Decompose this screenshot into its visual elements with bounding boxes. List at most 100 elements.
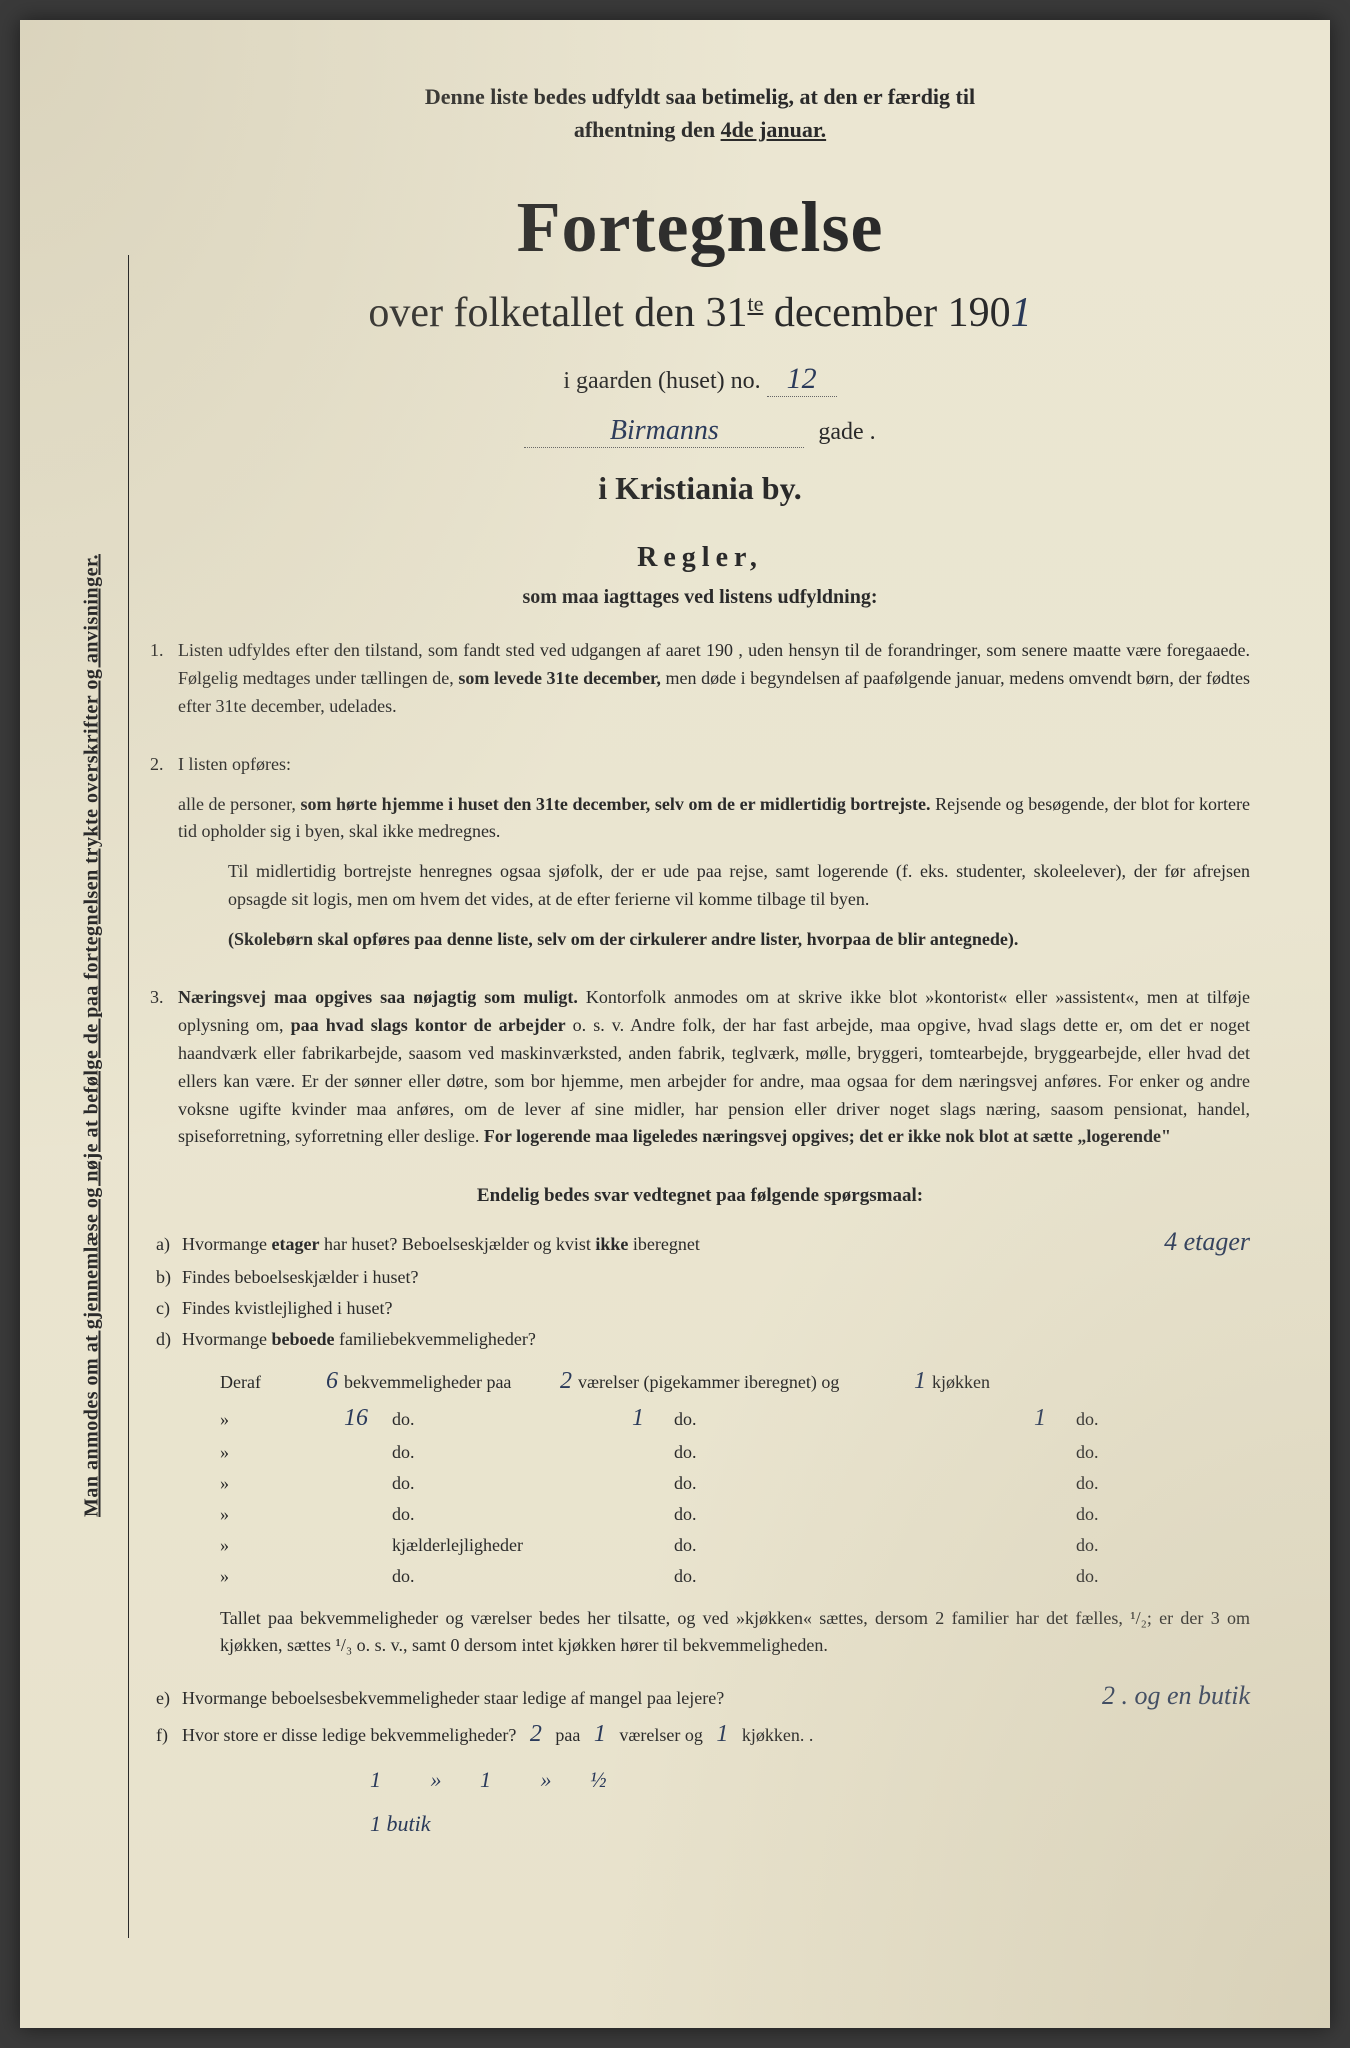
question-a: a) Hvormange etager har huset? Beboelses… [150,1227,1250,1257]
qf-m1: paa [555,1725,580,1745]
rule-2-p2: Til midlertidig bortrejste henregnes ogs… [228,858,1250,914]
qe-label: e) [150,1688,182,1709]
dr-c2: do. [392,1504,602,1525]
rule-3-e: For logerende maa ligeledes næringsvej o… [484,1126,1171,1146]
qa-t3: iberegnet [628,1234,699,1254]
dr-c4: do. [674,1504,1004,1525]
tallet-note: Tallet paa bekvemmeligheder og værelser … [220,1605,1250,1659]
subtitle-sup: te [747,291,763,316]
deraf-table: Deraf 6 bekvemmeligheder paa 2 værelser … [220,1368,1250,1587]
bottom-line1: 1 » 1 » ½ [370,1758,1250,1802]
rule-3: 3. Næringsvej maa opgives saa nøjagtig s… [150,984,1250,1163]
dr-c2: do. [392,1566,602,1587]
dr-c2: do. [392,1409,602,1430]
qd-tb: beboede [271,1329,334,1349]
main-title: Fortegnelse [150,186,1250,269]
dr-c1: » [220,1566,320,1587]
qe-text: Hvormange beboelsesbekvemmeligheder staa… [182,1688,1082,1709]
dr-c1: » [220,1504,320,1525]
dr-hw3: 1 [1010,1405,1070,1432]
qa-answer-hw: 4 etager [1164,1227,1250,1257]
qf-label: f) [150,1725,182,1746]
dr-c4: do. [674,1473,1004,1494]
question-c: c) Findes kvistlejlighed i huset? [150,1298,1250,1319]
bottom-handwriting: 1 » 1 » ½ 1 butik [370,1758,1250,1846]
qc-label: c) [150,1298,182,1319]
qf-m3: kjøkken. . [742,1725,814,1745]
dr-c2: do. [392,1442,602,1463]
qf-hw2: 1 [594,1721,606,1747]
top-note: Denne liste bedes udfyldt saa betimelig,… [150,80,1250,146]
dr-c4: do. [674,1409,1004,1430]
top-note-date: 4de januar. [721,117,827,142]
dr-c4: do. [674,1535,1004,1556]
qd-t2: familiebekvemmeligheder? [334,1329,535,1349]
bottom-line2: 1 butik [370,1802,1250,1846]
rule-2: 2. I listen opføres: alle de personer, s… [150,751,1250,966]
rule-3-num: 3. [150,984,178,1163]
dr-c6: do. [1076,1409,1196,1430]
dr-c6: do. [1076,1535,1196,1556]
qa-t1: Hvormange [182,1234,271,1254]
house-number-line: i gaarden (huset) no. 12 [150,362,1250,397]
qa-label: a) [150,1234,182,1255]
dh-c1: Deraf [220,1372,320,1393]
rule-2-p3: (Skolebørn skal opføres paa denne liste,… [228,926,1250,954]
endelig-heading: Endelig bedes svar vedtegnet paa følgend… [150,1185,1250,1207]
gaarden-label: i gaarden (huset) no. [563,368,760,394]
rule-1-b: som levede 31te december, [458,668,661,688]
dr-c4: do. [674,1566,1004,1587]
deraf-header: Deraf 6 bekvemmeligheder paa 2 værelser … [220,1368,1250,1395]
rule-2-intro: I listen opføres: [178,751,1250,779]
rule-1: 1. Listen udfyldes efter den tilstand, s… [150,637,1250,733]
rules-heading: Regler, [150,542,1250,574]
dh-c2: bekvemmeligheder paa [344,1372,554,1393]
qf-t1: Hvor store er disse ledige bekvemmelighe… [182,1725,516,1745]
dr-c6: do. [1076,1473,1196,1494]
top-note-line2a: afhentning den [574,117,721,142]
subtitle-pre: over folketallet den 31 [368,290,747,336]
deraf-row: » kjælderlejligheder do. do. [220,1535,1250,1556]
dr-c1: » [220,1409,320,1430]
qd-t1: Hvormange [182,1329,271,1349]
question-e: e) Hvormange beboelsesbekvemmeligheder s… [150,1681,1250,1711]
dh-c6: kjøkken [932,1372,1052,1393]
dr-c1: » [220,1473,320,1494]
dr-c1: » [220,1535,320,1556]
rule-3-a: Næringsvej maa opgives saa nøjagtig som … [178,987,578,1007]
sidebar-rule [128,255,129,1938]
qd-label: d) [150,1329,182,1350]
street-line: Birmanns gade . [150,415,1250,448]
qa-tb2: ikke [595,1234,628,1254]
qf-m2: værelser og [619,1725,702,1745]
qc-text: Findes kvistlejlighed i huset? [182,1298,1250,1319]
subtitle-post: december 190 [763,290,1010,336]
dh-hw3: 1 [914,1368,926,1395]
dr-c6: do. [1076,1442,1196,1463]
sidebar-instruction: Man anmodes om at gjennemlæse og nøje at… [81,554,104,1517]
deraf-row: » do. do. do. [220,1566,1250,1587]
subtitle: over folketallet den 31te december 1901 [150,289,1250,337]
question-f: f) Hvor store er disse ledige bekvemmeli… [150,1721,1250,1748]
dr-c6: do. [1076,1504,1196,1525]
rule-3-c: paa hvad slags kontor de arbejder [291,1015,566,1035]
question-b: b) Findes beboelseskjælder i huset? [150,1267,1250,1288]
qf-hw3: 1 [716,1721,728,1747]
deraf-row: » do. do. do. [220,1504,1250,1525]
dr-c6: do. [1076,1566,1196,1587]
qe-answer-hw: 2 . og en butik [1102,1681,1250,1711]
rule-1-num: 1. [150,637,178,733]
qa-t2: har huset? Beboelseskjælder og kvist [319,1234,595,1254]
dh-hw2: 2 [560,1368,572,1395]
qf-hw1: 2 [530,1721,542,1747]
qb-text: Findes beboelseskjælder i huset? [182,1267,1250,1288]
dr-c1: » [220,1442,320,1463]
city-line: i Kristiania by. [150,470,1250,507]
top-note-line1: Denne liste bedes udfyldt saa betimelig,… [425,84,975,109]
deraf-row: »16do.1do.1do. [220,1405,1250,1432]
rules-subheading: som maa iagttages ved listens udfyldning… [150,586,1250,609]
dr-c2: kjælderlejligheder [392,1535,602,1556]
dr-c2: do. [392,1473,602,1494]
dr-c4: do. [674,1442,1004,1463]
dh-hw1: 6 [326,1368,338,1395]
